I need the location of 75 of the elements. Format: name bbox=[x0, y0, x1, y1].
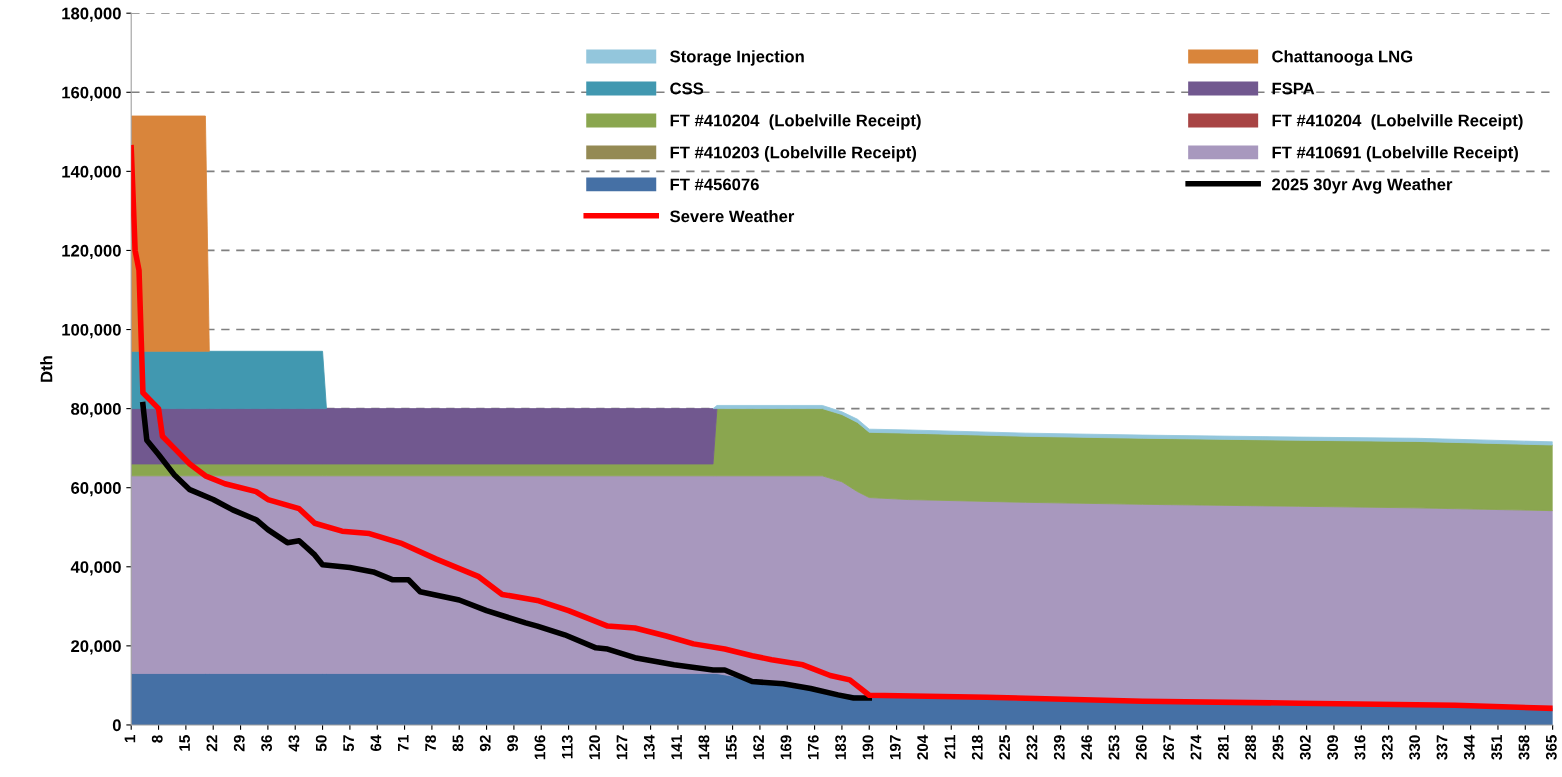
x-tick-label: 295 bbox=[1272, 735, 1284, 760]
x-tick-label: 162 bbox=[753, 735, 765, 760]
x-tick-label: 267 bbox=[1163, 735, 1175, 760]
x-tick-label: 15 bbox=[179, 735, 190, 751]
x-tick-label: 50 bbox=[315, 735, 327, 752]
x-tick-label: 246 bbox=[1081, 735, 1093, 760]
x-tick-label: 141 bbox=[671, 735, 682, 760]
y-axis-title: Dth bbox=[40, 356, 53, 382]
x-tick-label: 281 bbox=[1217, 735, 1229, 760]
y-tick-label: 60,000 bbox=[71, 482, 121, 497]
x-tick-label: 71 bbox=[398, 735, 409, 751]
x-tick-label: 169 bbox=[780, 735, 792, 760]
x-tick-label: 127 bbox=[616, 735, 628, 760]
x-tick-label: 309 bbox=[1327, 735, 1339, 760]
x-tick-label: 232 bbox=[1026, 735, 1038, 760]
x-tick-label: 225 bbox=[999, 735, 1011, 760]
y-tick-label: 120,000 bbox=[62, 244, 121, 260]
x-tick-label: 344 bbox=[1463, 734, 1475, 760]
x-tick-label: 288 bbox=[1245, 735, 1257, 760]
legend-label: Severe Weather bbox=[670, 210, 795, 223]
x-tick-label: 1 bbox=[124, 735, 136, 743]
x-tick-label: 43 bbox=[288, 735, 300, 752]
y-tick-label: 20,000 bbox=[71, 640, 121, 655]
x-tick-label: 274 bbox=[1190, 734, 1202, 760]
x-tick-label: 57 bbox=[343, 735, 354, 752]
legend-label: CSS bbox=[670, 82, 704, 95]
x-tick-label: 365 bbox=[1545, 735, 1557, 760]
x-tick-label: 106 bbox=[534, 735, 546, 760]
x-tick-label: 330 bbox=[1409, 735, 1421, 760]
x-tick-label: 155 bbox=[726, 735, 737, 760]
x-tick-label: 148 bbox=[698, 735, 710, 760]
x-tick-label: 36 bbox=[261, 735, 273, 752]
y-tick-label: 140,000 bbox=[62, 165, 121, 180]
y-tick-label: 40,000 bbox=[70, 561, 121, 576]
x-tick-label: 211 bbox=[944, 735, 956, 759]
x-tick-label: 358 bbox=[1518, 735, 1530, 760]
x-tick-label: 204 bbox=[917, 734, 929, 760]
x-tick-label: 22 bbox=[206, 735, 218, 752]
y-tick-label: 80,000 bbox=[71, 403, 121, 418]
x-tick-label: 302 bbox=[1299, 735, 1311, 760]
y-tick-label: 0 bbox=[112, 719, 121, 732]
legend-label: FT #410204 (Lobelville Receipt) bbox=[670, 114, 921, 130]
x-tick-label: 323 bbox=[1381, 735, 1393, 760]
x-tick-label: 176 bbox=[807, 735, 819, 760]
x-tick-label: 239 bbox=[1053, 735, 1065, 760]
legend-label: FT #410204 (Lobelville Receipt) bbox=[1272, 114, 1523, 130]
x-tick-label: 253 bbox=[1108, 735, 1120, 760]
x-tick-label: 183 bbox=[835, 735, 847, 760]
x-tick-label: 120 bbox=[589, 735, 600, 760]
x-tick-label: 113 bbox=[561, 735, 573, 759]
x-tick-label: 134 bbox=[643, 734, 655, 760]
x-tick-label: 78 bbox=[425, 735, 436, 751]
y-tick-label: 180,000 bbox=[62, 7, 121, 22]
x-tick-label: 190 bbox=[862, 735, 874, 760]
x-tick-label: 8 bbox=[151, 735, 163, 743]
x-tick-label: 85 bbox=[452, 735, 464, 752]
legend-label: 2025 30yr Avg Weather bbox=[1272, 178, 1453, 194]
x-tick-label: 29 bbox=[233, 735, 245, 752]
x-tick-label: 64 bbox=[370, 734, 382, 752]
x-tick-label: 92 bbox=[479, 735, 491, 752]
legend-label: FT #410203 (Lobelville Receipt) bbox=[670, 146, 917, 162]
x-tick-label: 316 bbox=[1354, 735, 1366, 760]
y-tick-label: 100,000 bbox=[62, 323, 121, 339]
x-tick-label: 197 bbox=[889, 735, 901, 760]
legend-label: Storage Injection bbox=[670, 50, 804, 66]
x-tick-label: 351 bbox=[1491, 735, 1503, 760]
legend-label: FSPA bbox=[1272, 82, 1315, 95]
x-tick-label: 260 bbox=[1135, 735, 1147, 760]
x-tick-label: 218 bbox=[971, 735, 983, 760]
x-tick-label: 337 bbox=[1436, 735, 1448, 760]
legend-label: FT #456076 bbox=[670, 178, 759, 191]
x-tick-label: 99 bbox=[507, 735, 518, 752]
legend-label: FT #410691 (Lobelville Receipt) bbox=[1272, 146, 1518, 162]
legend-label: Chattanooga LNG bbox=[1272, 50, 1413, 66]
y-tick-label: 160,000 bbox=[62, 86, 121, 101]
